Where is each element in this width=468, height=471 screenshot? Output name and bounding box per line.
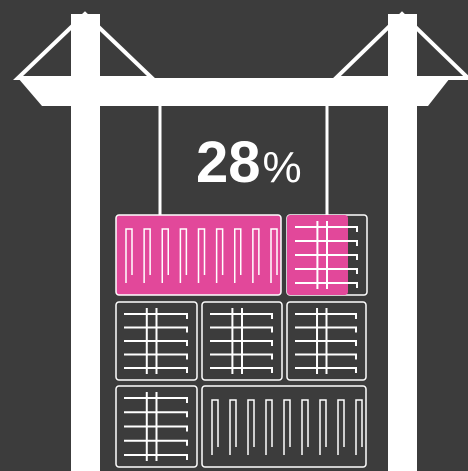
container-rib: [234, 228, 242, 283]
container-bar: [124, 411, 188, 418]
container-rib: [355, 399, 363, 455]
container-bar: [295, 353, 357, 360]
crane-beam: [18, 78, 450, 106]
container-rib: [229, 399, 237, 455]
percent-number: 28: [196, 130, 261, 195]
container-rib: [265, 399, 273, 455]
container-bar: [295, 313, 357, 319]
container-bar: [295, 367, 357, 373]
container-rib: [301, 399, 309, 455]
container-bar: [210, 353, 273, 360]
percent-unit: %: [263, 143, 302, 192]
container-rib: [179, 228, 188, 283]
container-rib: [270, 228, 278, 283]
crane-leg: [71, 106, 100, 471]
container: [115, 385, 198, 468]
container-bar: [124, 397, 188, 403]
container-bar: [210, 313, 273, 319]
container-rib: [337, 399, 345, 455]
container-rib: [197, 228, 206, 283]
crane-post: [388, 14, 417, 78]
container-bar: [124, 454, 188, 460]
container-bar: [124, 367, 188, 373]
container-bar: [124, 425, 188, 432]
container-rib: [125, 228, 133, 283]
container-bar: [295, 282, 358, 288]
container-bar: [124, 313, 188, 319]
container-bar: [210, 340, 273, 346]
container-rib: [319, 399, 327, 455]
container: [201, 301, 283, 381]
container-rib: [211, 399, 219, 455]
container-rib: [161, 228, 169, 283]
container-bar: [210, 367, 273, 373]
container-rib: [247, 399, 255, 455]
container-bar: [295, 226, 358, 232]
container-rib: [252, 228, 260, 283]
container-rib: [143, 228, 151, 283]
container-bar: [295, 254, 358, 260]
container-bar: [295, 240, 358, 246]
container-bar: [295, 268, 358, 274]
container: [115, 301, 198, 381]
crane-post: [71, 14, 100, 78]
container-bar: [124, 353, 188, 360]
container-bar: [210, 326, 273, 333]
container-bar: [124, 439, 188, 446]
container-rib: [283, 399, 291, 455]
container-bar: [295, 326, 357, 333]
container: [201, 385, 367, 468]
container-bar: [124, 326, 188, 333]
container-rib: [215, 228, 224, 283]
container-bar: [295, 340, 357, 346]
container: [286, 301, 367, 381]
containers: [115, 214, 368, 468]
crane-leg: [388, 106, 417, 471]
container-bar: [124, 340, 188, 346]
percent-value: 28%: [196, 130, 302, 195]
